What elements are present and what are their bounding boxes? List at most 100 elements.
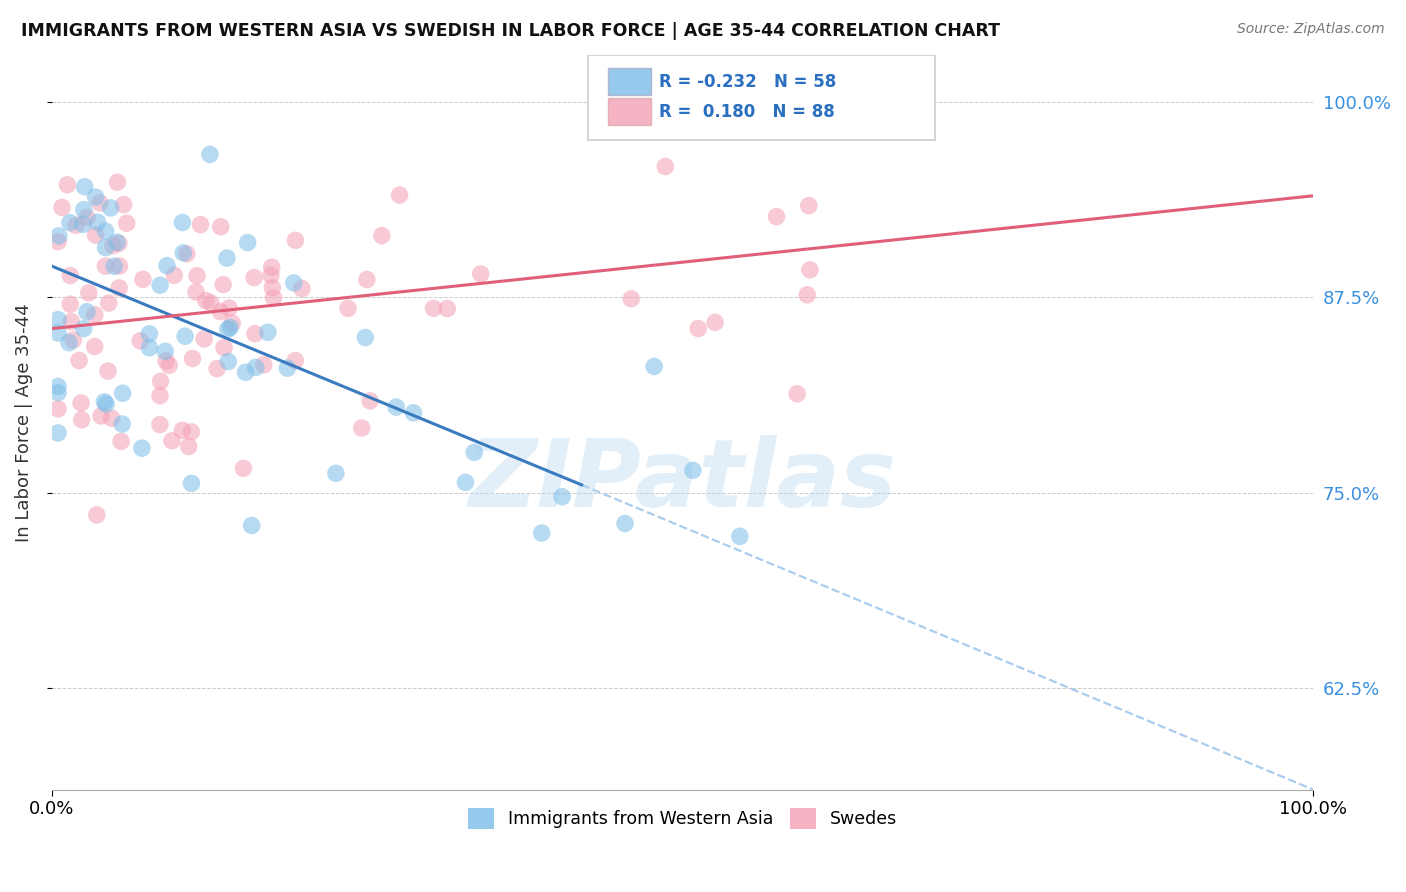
Point <box>65 219 87 233</box>
Point <box>149 417 172 432</box>
Point <box>243 326 266 341</box>
Point <box>243 270 266 285</box>
Point <box>217 322 239 336</box>
Point <box>371 228 394 243</box>
Point <box>108 259 131 273</box>
Point <box>172 423 194 437</box>
Point <box>219 320 242 334</box>
Point <box>253 358 276 372</box>
Point <box>205 361 228 376</box>
Point <box>215 251 238 265</box>
Point <box>46 235 69 249</box>
Point <box>236 235 259 250</box>
Point <box>46 312 69 326</box>
Point <box>688 321 710 335</box>
Text: ZIPatlas: ZIPatlas <box>468 435 897 527</box>
Point <box>103 259 125 273</box>
Point <box>728 529 751 543</box>
Point <box>97 296 120 310</box>
Point <box>149 278 172 293</box>
Point <box>129 334 152 348</box>
Point <box>84 227 107 242</box>
FancyBboxPatch shape <box>607 98 651 125</box>
Point <box>198 147 221 161</box>
Point <box>83 308 105 322</box>
Point <box>212 341 235 355</box>
Point <box>174 329 197 343</box>
Point <box>155 354 177 368</box>
Point <box>356 272 378 286</box>
FancyBboxPatch shape <box>588 55 935 140</box>
Point <box>72 218 94 232</box>
Point <box>172 215 194 229</box>
Point <box>212 277 235 292</box>
Point <box>60 315 83 329</box>
Point <box>94 224 117 238</box>
Point <box>388 188 411 202</box>
Point <box>284 233 307 247</box>
Point <box>73 179 96 194</box>
Text: Source: ZipAtlas.com: Source: ZipAtlas.com <box>1237 22 1385 37</box>
Point <box>654 160 676 174</box>
Point <box>263 291 285 305</box>
Point <box>235 365 257 379</box>
Point <box>108 281 131 295</box>
Point <box>46 401 69 416</box>
Point <box>112 197 135 211</box>
Point <box>138 326 160 341</box>
Point <box>89 195 111 210</box>
Point <box>90 409 112 423</box>
Point <box>131 441 153 455</box>
Point <box>354 330 377 344</box>
Point <box>77 285 100 300</box>
Point <box>551 490 574 504</box>
Point <box>101 238 124 252</box>
Point <box>105 235 128 250</box>
Point <box>59 216 82 230</box>
Point <box>73 202 96 217</box>
Point <box>149 389 172 403</box>
Point <box>84 190 107 204</box>
Point <box>209 304 232 318</box>
Point <box>153 344 176 359</box>
Y-axis label: In Labor Force | Age 35-44: In Labor Force | Age 35-44 <box>15 303 32 541</box>
Point <box>58 335 80 350</box>
Text: R =  0.180   N = 88: R = 0.180 N = 88 <box>658 103 834 120</box>
Point <box>76 211 98 225</box>
Point <box>94 397 117 411</box>
Point <box>86 508 108 522</box>
Point <box>797 199 820 213</box>
Point <box>260 268 283 283</box>
Point <box>257 326 280 340</box>
Point <box>620 292 643 306</box>
Point <box>643 359 665 374</box>
Point <box>765 210 787 224</box>
Point <box>62 333 84 347</box>
Point <box>115 216 138 230</box>
Point <box>359 393 381 408</box>
Point <box>291 282 314 296</box>
Point <box>157 359 180 373</box>
Point <box>100 201 122 215</box>
Point <box>83 340 105 354</box>
Point <box>454 475 477 490</box>
Point <box>100 411 122 425</box>
Point <box>110 434 132 449</box>
Point <box>704 315 727 329</box>
Point <box>530 526 553 541</box>
Point <box>160 434 183 448</box>
Point <box>97 364 120 378</box>
Point <box>48 228 70 243</box>
Text: R = -0.232   N = 58: R = -0.232 N = 58 <box>658 72 835 91</box>
Point <box>46 385 69 400</box>
Point <box>325 467 347 481</box>
Point <box>240 518 263 533</box>
Point <box>51 201 73 215</box>
Point <box>172 246 194 260</box>
Point <box>194 293 217 308</box>
Point <box>70 396 93 410</box>
Point <box>385 400 408 414</box>
Point <box>284 353 307 368</box>
Point <box>180 425 202 439</box>
Point <box>337 301 360 316</box>
